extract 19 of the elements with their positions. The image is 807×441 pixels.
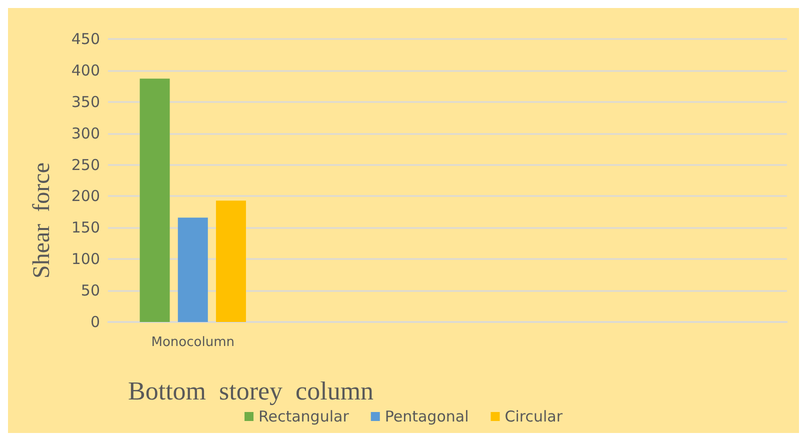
y-tick-label: 150 [71, 218, 100, 237]
x-tick-label: Monocolumn [151, 335, 234, 350]
legend-label: Rectangular [258, 408, 350, 426]
y-tick-label: 50 [80, 282, 100, 300]
y-tick-label: 350 [71, 92, 100, 111]
bar [178, 218, 208, 322]
y-axis-title: Shear force [29, 162, 55, 278]
bar [216, 200, 246, 322]
y-tick-label: 400 [71, 61, 100, 80]
legend-label: Circular [504, 408, 564, 426]
y-tick-label: 200 [71, 187, 100, 206]
y-tick-label: 250 [71, 156, 100, 174]
y-tick-label: 300 [71, 124, 100, 142]
legend-label: Pentagonal [384, 408, 469, 426]
y-tick-label: 0 [90, 313, 100, 331]
bar [140, 78, 170, 322]
x-axis-title: Bottom storey column [128, 376, 374, 406]
y-tick-label: 450 [71, 30, 100, 48]
y-tick-label: 100 [71, 250, 100, 268]
